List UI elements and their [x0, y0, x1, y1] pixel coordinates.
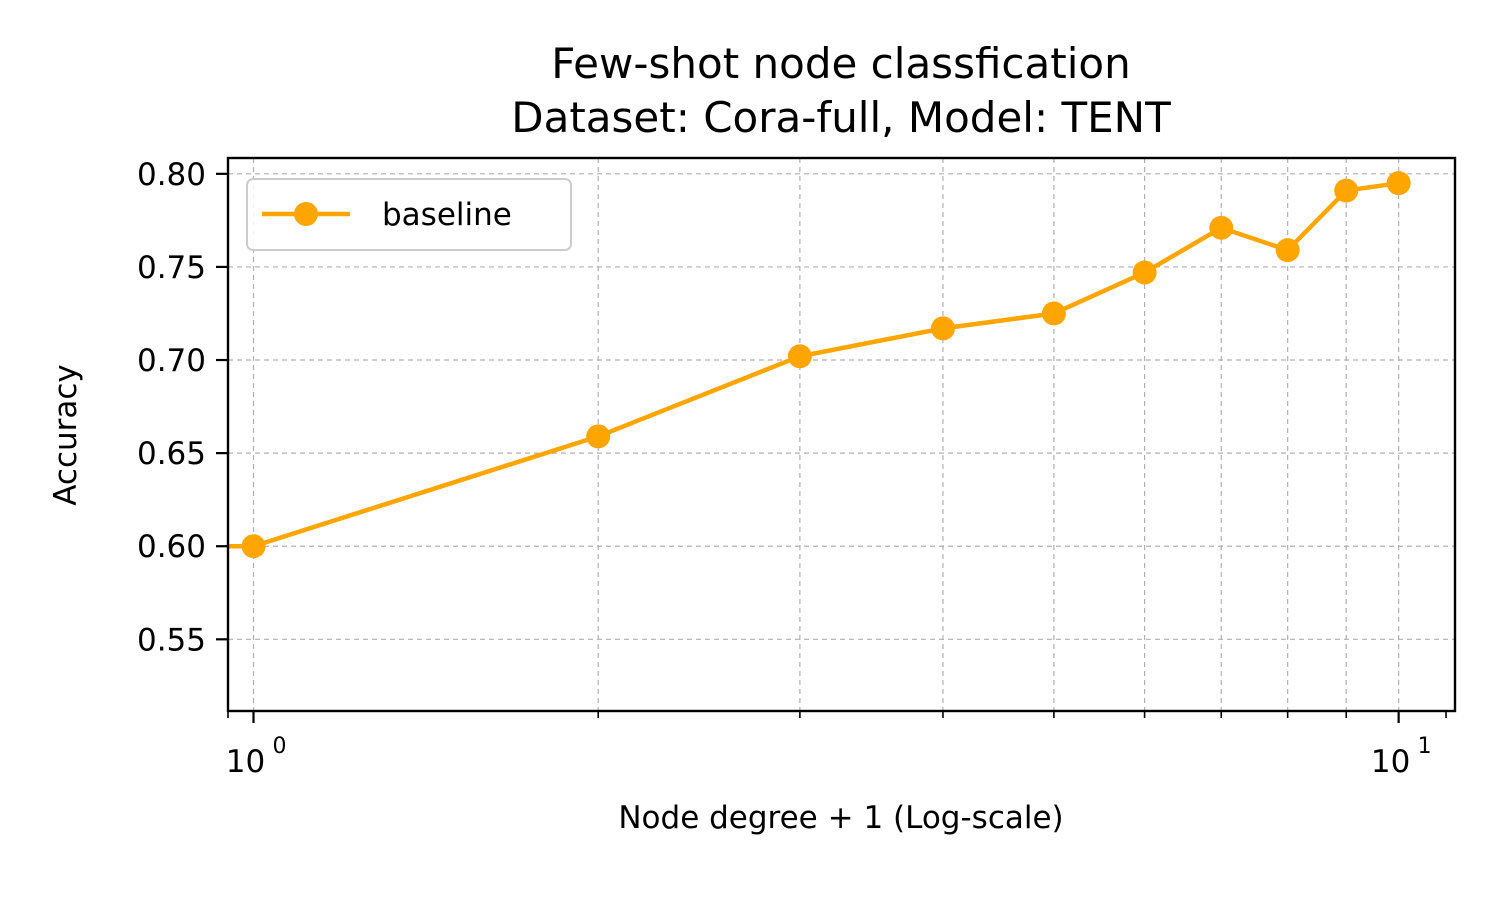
y-tick-label-1: 0.60 [137, 529, 206, 565]
data-point-2 [586, 424, 611, 449]
y-tick-label-4: 0.75 [137, 250, 206, 286]
y-tick-label-2: 0.65 [137, 436, 206, 472]
y-tick-label-3: 0.70 [137, 343, 206, 379]
x-tick-label-0: 10 [226, 744, 265, 780]
legend: baseline [246, 178, 572, 251]
series-line-0 [228, 180, 1401, 549]
data-point-7 [1209, 215, 1234, 240]
legend-label: baseline [382, 197, 512, 233]
legend-marker [294, 202, 318, 226]
plot-frame [226, 156, 1457, 713]
axis-tick-labels: 10 0 10 1 0.55 0.60 0.65 0.70 0.75 0.80 [137, 157, 1432, 780]
data-point-6 [1132, 260, 1157, 285]
x-tick-label-1: 10 [1371, 744, 1410, 780]
data-point-10 [1386, 171, 1411, 196]
x-tick-exponent-0: 0 [273, 734, 287, 759]
series-layer [228, 171, 1411, 559]
data-point-5 [1041, 301, 1066, 326]
legend-box [246, 178, 572, 251]
data-point-8 [1275, 238, 1300, 263]
data-point-3 [787, 344, 812, 369]
chart-title-line-2: Dataset: Cora-full, Model: TENT [511, 93, 1171, 142]
data-point-9 [1334, 178, 1359, 203]
y-tick-label-5: 0.80 [137, 157, 206, 193]
x-tick-exponent-1: 1 [1418, 734, 1432, 759]
axis-ticks [216, 172, 1447, 723]
x-axis-label: Node degree + 1 (Log-scale) [618, 800, 1063, 836]
y-axis-label: Accuracy [48, 364, 84, 506]
chart-title-line-1: Few-shot node classfication [551, 39, 1130, 88]
y-tick-label-0: 0.55 [137, 622, 206, 658]
data-point-1 [241, 534, 266, 559]
data-point-4 [930, 316, 955, 341]
